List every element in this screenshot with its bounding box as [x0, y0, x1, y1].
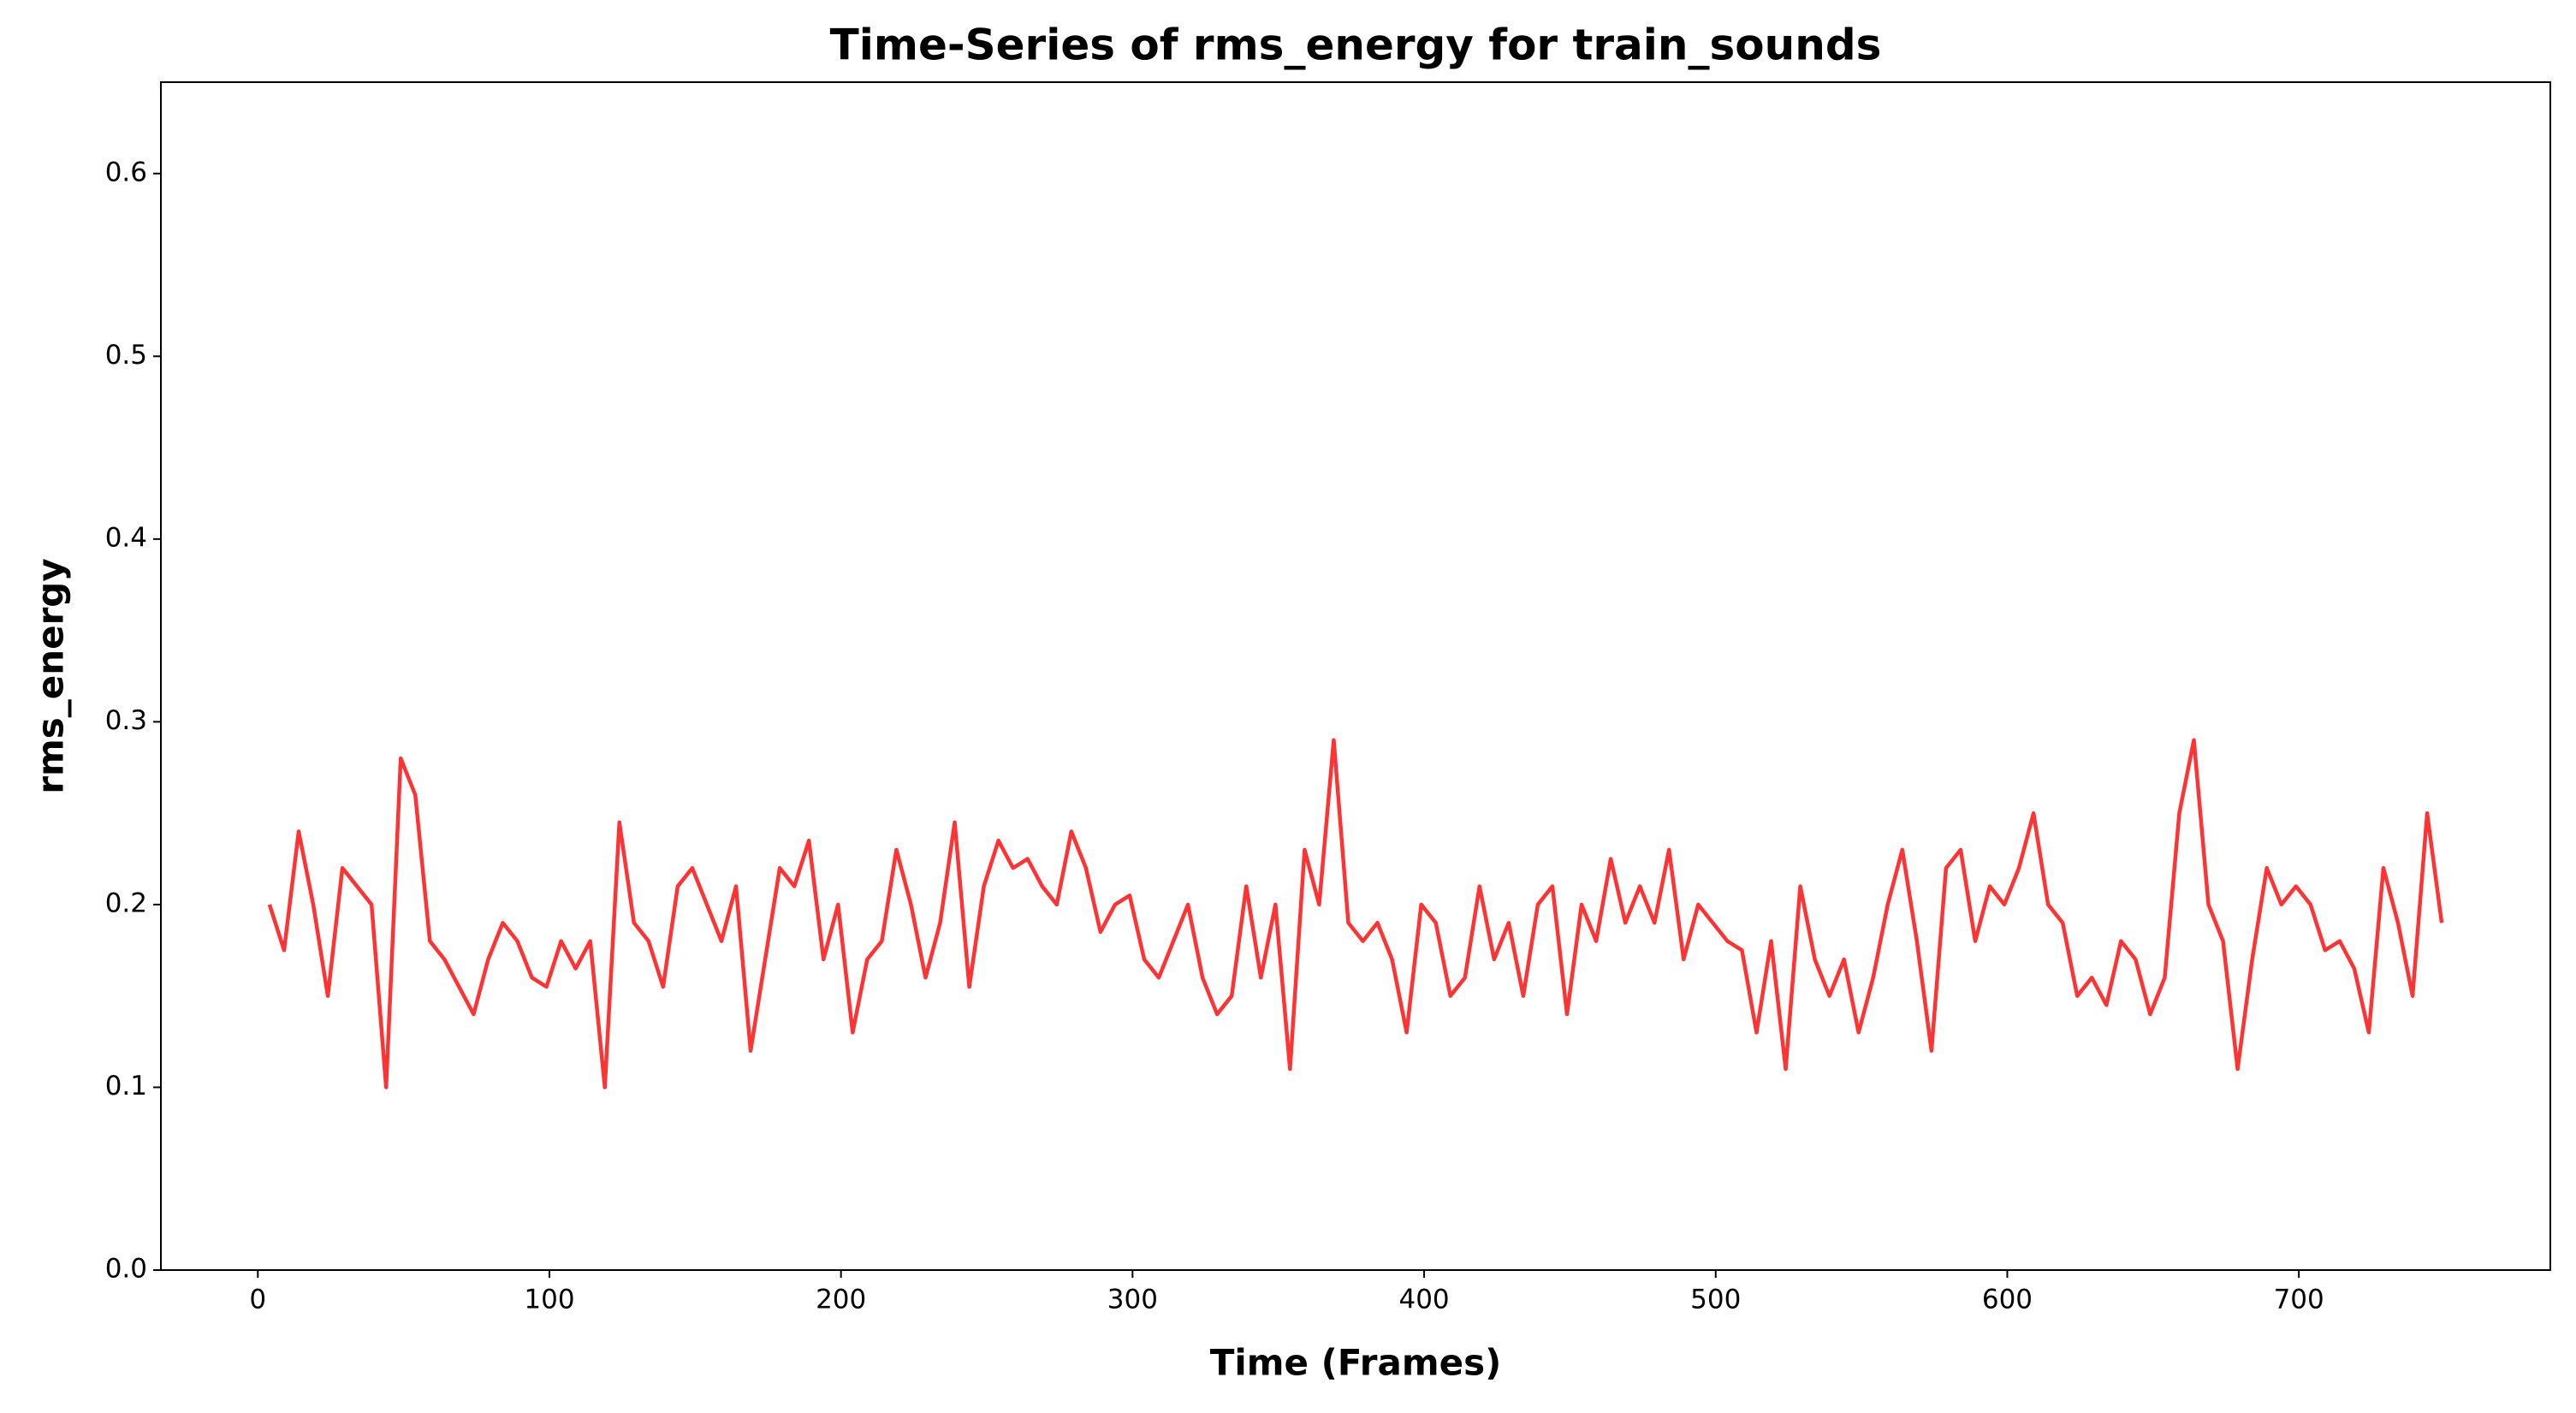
- series-line: [267, 738, 2444, 1089]
- x-tick-label: 600: [1982, 1285, 2033, 1315]
- y-axis-label: rms_energy: [30, 558, 72, 794]
- y-tick-label: 0.1: [105, 1071, 147, 1101]
- y-tick-label: 0.6: [105, 157, 147, 187]
- y-tick-label: 0.5: [105, 340, 147, 371]
- x-tick-label: 700: [2274, 1285, 2324, 1315]
- y-tick-label: 0.0: [105, 1254, 147, 1285]
- x-tick-label: 500: [1690, 1285, 1741, 1315]
- x-axis-label: Time (Frames): [1210, 1342, 1502, 1384]
- plot-frame: [160, 81, 2551, 1271]
- x-tick-label: 300: [1107, 1285, 1158, 1315]
- chart-title: Time-Series of rms_energy for train_soun…: [830, 21, 1882, 70]
- x-tick-label: 100: [524, 1285, 574, 1315]
- x-tick-label: 400: [1398, 1285, 1449, 1315]
- y-tick-label: 0.3: [105, 705, 147, 736]
- x-tick-label: 200: [816, 1285, 866, 1315]
- y-tick-label: 0.4: [105, 522, 147, 553]
- y-tick-label: 0.2: [105, 888, 147, 918]
- x-tick-label: 0: [249, 1285, 266, 1315]
